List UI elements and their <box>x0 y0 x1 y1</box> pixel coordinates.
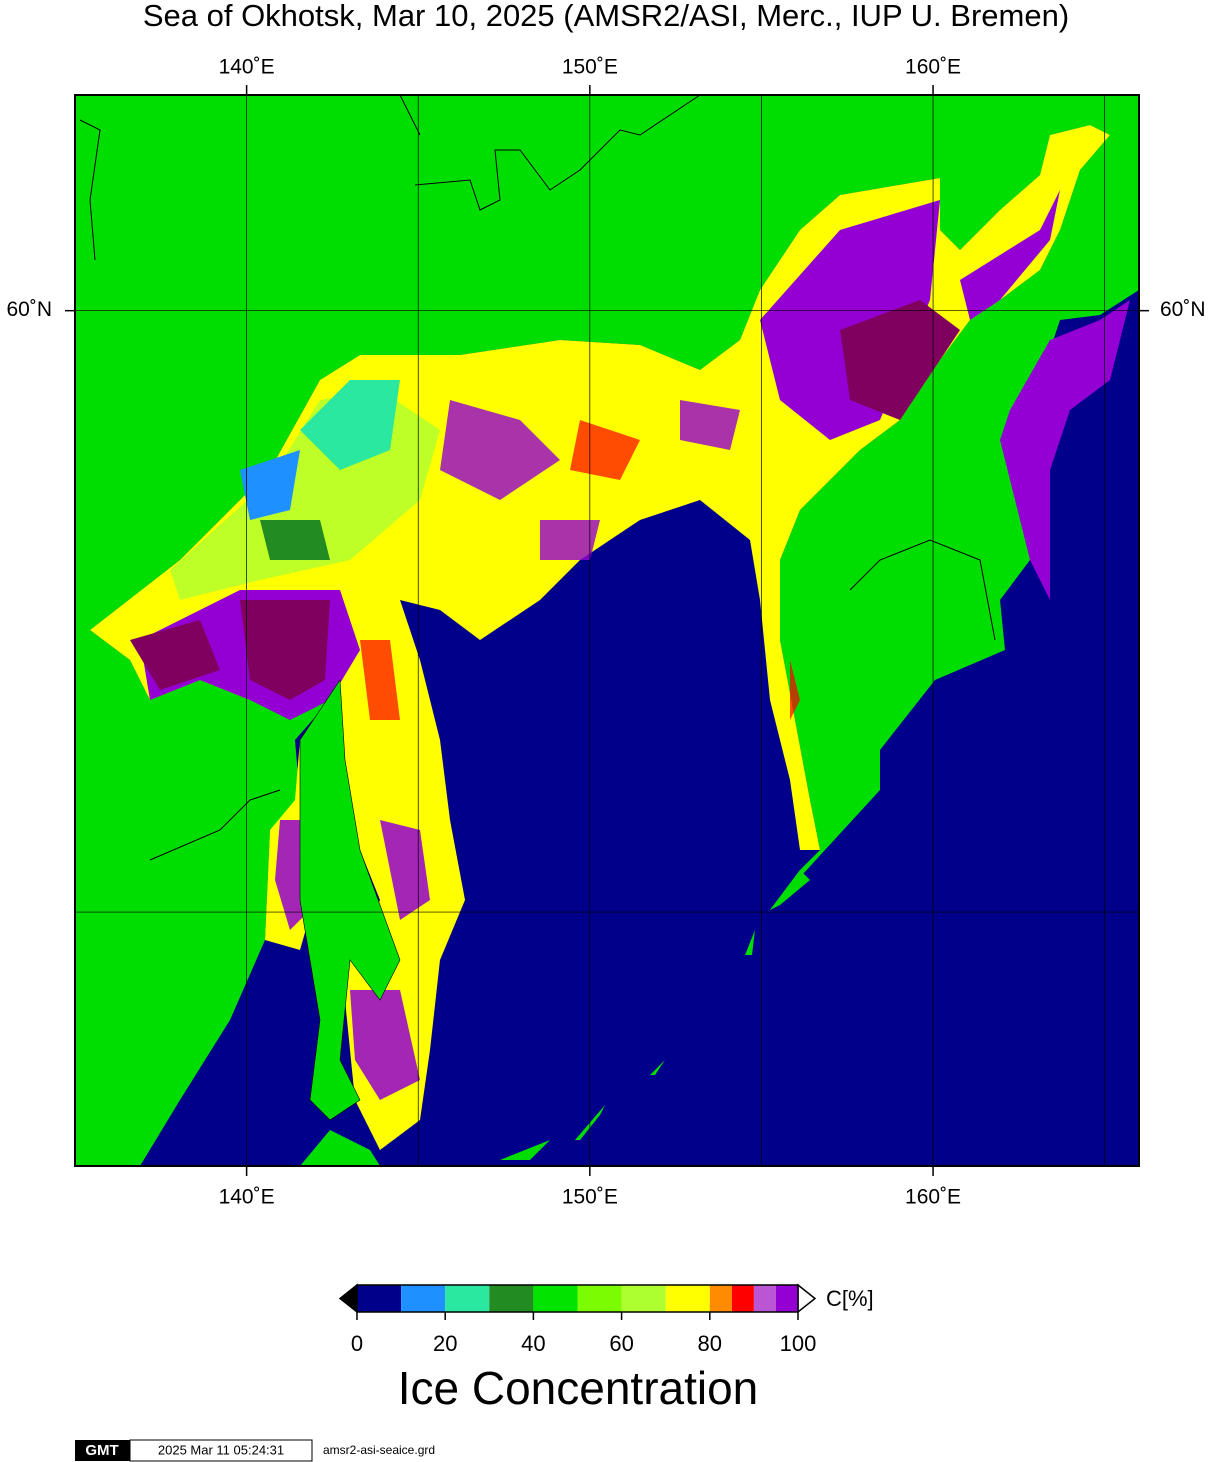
colorbar-swatch <box>621 1285 666 1312</box>
ice-patch <box>130 600 330 700</box>
colorbar-swatch <box>445 1285 490 1312</box>
x-tick-label: 160˚E <box>905 1186 961 1209</box>
colorbar-swatch <box>665 1285 710 1312</box>
ice-patch <box>300 380 400 470</box>
colorbar-under <box>338 1283 358 1314</box>
x-tick-label: 140˚E <box>219 1186 275 1209</box>
footer: GMT 2025 Mar 11 05:24:31 amsr2-asi-seaic… <box>75 1439 435 1462</box>
colorbar-swatch <box>753 1285 776 1312</box>
colorbar-swatch <box>357 1285 402 1312</box>
ice-patch <box>1000 300 1130 600</box>
colorbar-swatch <box>731 1285 754 1312</box>
graticule <box>75 95 1139 1166</box>
colorbar-tick-label: 20 <box>433 1331 457 1356</box>
colorbar-unit: C[%] <box>826 1286 874 1311</box>
colorbar-tick-label: 0 <box>351 1331 363 1356</box>
colorbar-swatch <box>489 1285 534 1312</box>
colorbar: C[%] Ice Concentration 0 20 40 60 80 100 <box>338 1283 874 1414</box>
ice-patch <box>260 520 330 560</box>
colorbar-swatch <box>401 1285 446 1312</box>
map-ticks: 140˚E 140˚E 150˚E 150˚E 160˚E 160˚E 60˚N 60˚N <box>6 56 1205 1209</box>
colorbar-swatch <box>577 1285 622 1312</box>
x-tick-label: 160˚E <box>905 56 961 79</box>
ice-patch <box>240 450 300 520</box>
colorbar-tick-label: 40 <box>521 1331 545 1356</box>
colorbar-swatch <box>709 1285 732 1312</box>
colorbar-swatch <box>533 1285 578 1312</box>
ice-patch <box>840 300 960 420</box>
colorbar-frame <box>356 1284 799 1313</box>
colorbar-over <box>797 1283 817 1314</box>
timestamp: 2025 Mar 11 05:24:31 <box>158 1442 284 1457</box>
x-tick-label: 150˚E <box>562 56 618 79</box>
gmt-logo: GMT <box>85 1442 118 1459</box>
sakhalin <box>299 679 401 1121</box>
colorbar-title: Ice Concentration <box>398 1362 759 1414</box>
colorbar-tick-label: 100 <box>780 1331 817 1356</box>
title: Sea of Okhotsk, Mar 10, 2025 (AMSR2/ASI,… <box>143 0 1069 33</box>
colorbar-swatch <box>775 1285 798 1312</box>
map-frame <box>74 94 1140 1167</box>
map-layer <box>75 94 1139 1166</box>
colorbar-tick-label: 80 <box>698 1331 722 1356</box>
y-tick-label: 60˚N <box>6 298 52 321</box>
gmt-logo-box <box>75 1440 130 1461</box>
colorbar-tick-label: 60 <box>609 1331 633 1356</box>
x-tick-label: 150˚E <box>562 1186 618 1209</box>
coastline <box>79 94 996 861</box>
file-name: amsr2-asi-seaice.grd <box>323 1443 435 1457</box>
x-tick-label: 140˚E <box>219 56 275 79</box>
kuril-islands <box>500 870 810 1160</box>
timestamp-box <box>129 1439 313 1462</box>
hokkaido <box>300 1130 380 1166</box>
ice-patch <box>440 400 740 560</box>
y-tick-label: 60˚N <box>1160 298 1206 321</box>
